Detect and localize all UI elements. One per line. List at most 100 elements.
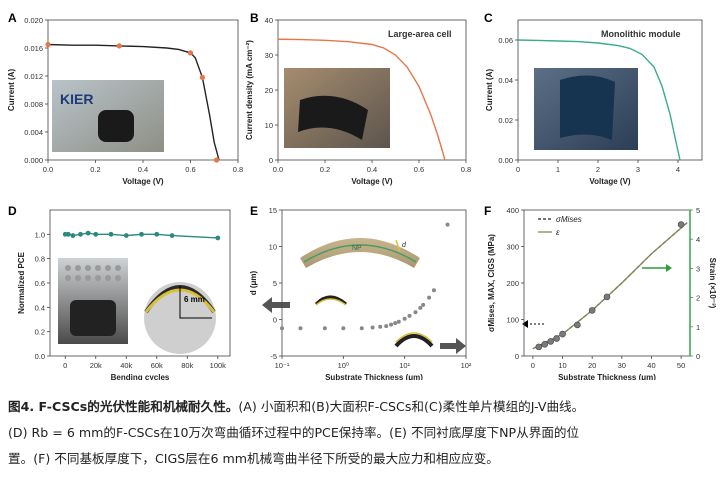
photo-sample-grid bbox=[65, 265, 121, 281]
data-point bbox=[378, 324, 383, 329]
data-point bbox=[535, 343, 543, 351]
data-point bbox=[603, 293, 611, 301]
y-tick-label: 0.8 bbox=[35, 255, 45, 264]
caption-line-1: 图4. F-CSCs的光伏性能和机械耐久性。(A) 小面积和(B)大面积F-CS… bbox=[8, 394, 720, 420]
y-tick-label: 0.004 bbox=[24, 128, 43, 137]
x-tick-label: 1 bbox=[556, 165, 560, 174]
y-tick-label: 0.4 bbox=[35, 303, 45, 312]
inset-thin-arc bbox=[314, 295, 347, 306]
x-tick-label: 20k bbox=[90, 361, 102, 370]
inset-thick-arc bbox=[394, 334, 434, 348]
y-tick-label: 40 bbox=[265, 16, 273, 25]
marker-point bbox=[214, 157, 220, 163]
x-tick-label: 0.6 bbox=[414, 165, 424, 174]
data-point bbox=[65, 231, 71, 237]
y-tick-label: -5 bbox=[270, 352, 277, 361]
x-axis-label: Substrate Thickness (μm) bbox=[558, 373, 656, 380]
y-tick-label: 0.0 bbox=[35, 352, 45, 361]
data-point bbox=[541, 341, 549, 348]
arrow-left-head bbox=[262, 297, 272, 313]
y-tick-label: 5 bbox=[273, 279, 277, 288]
x-tick-label: 0.0 bbox=[273, 165, 283, 174]
x-tick-label: 0 bbox=[531, 361, 535, 370]
data-point bbox=[139, 231, 144, 237]
panel-label-c: C bbox=[484, 11, 493, 25]
x-axis-label: Voltage (V) bbox=[351, 177, 393, 186]
right-y-axis-label: Strain (×10⁻³) bbox=[708, 258, 717, 309]
inset-d-label: d bbox=[402, 242, 407, 249]
y-tick-label: 0.008 bbox=[24, 100, 43, 109]
y-tick-label: 20 bbox=[265, 86, 273, 95]
x-axis-label: Substrate Thickness (μm) bbox=[325, 373, 423, 380]
y-axis-label: Current (A) bbox=[485, 69, 494, 112]
y-axis-label: σMises, MAX, CIGS (MPa) bbox=[487, 234, 496, 332]
y-tick-label: 0.00 bbox=[498, 156, 513, 165]
x-tick-label: 40k bbox=[120, 361, 132, 370]
data-line bbox=[277, 38, 446, 161]
inset-d-arrow bbox=[395, 239, 401, 253]
x-tick-label: 0 bbox=[63, 361, 67, 370]
x-tick-label: 3 bbox=[636, 165, 640, 174]
figure: A KIER 0.0 0.2 0.4 0.6 0.80.0000.0040.0080.0… bbox=[7, 11, 717, 380]
y-tick-label: 300 bbox=[506, 243, 519, 252]
x-tick-label: 40 bbox=[647, 361, 655, 370]
radius-label: 6 mm bbox=[184, 295, 205, 304]
right-y-tick-label: 4 bbox=[696, 235, 700, 244]
data-point bbox=[384, 324, 389, 329]
panel-d-bending-cycles: D 6 mm 0 20k 40k 60k 80k 100k 0.0 0.2 0.4 0.6 0.8 1… bbox=[8, 204, 231, 380]
data-line bbox=[47, 43, 220, 161]
x-tick-label: 4 bbox=[676, 165, 680, 174]
x-tick-label: 50 bbox=[677, 361, 685, 370]
marker-point bbox=[199, 74, 205, 80]
data-point bbox=[93, 231, 99, 237]
y-tick-label: 1.0 bbox=[35, 230, 45, 239]
panel-label-b: B bbox=[250, 11, 259, 25]
data-point bbox=[393, 321, 398, 326]
photo-bending-clamp bbox=[70, 300, 116, 336]
data-point bbox=[396, 319, 401, 324]
y-tick-label: 0 bbox=[515, 352, 519, 361]
y-tick-label: 0.016 bbox=[24, 44, 43, 53]
photo-cell-device bbox=[98, 110, 134, 142]
x-axis-label: Bending cycles bbox=[111, 373, 170, 380]
x-tick-label: 80k bbox=[181, 361, 193, 370]
data-point bbox=[559, 330, 566, 338]
x-tick-label: 60k bbox=[151, 361, 163, 370]
data-line bbox=[517, 39, 681, 161]
data-point bbox=[677, 221, 685, 228]
panel-f-stress-strain: F σMises ε 0 10 20 30 40 50 0 100 200 300 400 0 1 2 3 4… bbox=[484, 204, 717, 380]
data-point bbox=[280, 326, 284, 331]
data-point bbox=[407, 313, 412, 318]
data-point bbox=[418, 305, 423, 310]
x-tick-label: 2 bbox=[596, 165, 600, 174]
y-tick-label: 0 bbox=[269, 156, 273, 165]
y-tick-label: 10 bbox=[269, 243, 277, 252]
y-axis-label: d (μm) bbox=[249, 270, 258, 295]
x-tick-label: 10 bbox=[558, 361, 566, 370]
x-tick-label: 0 bbox=[516, 165, 520, 174]
caption-text-a-c: (A) 小面积和(B)大面积F-CSCs和(C)柔性单片模组的J-V曲线。 bbox=[238, 399, 585, 414]
data-point bbox=[413, 310, 418, 315]
marker-point bbox=[45, 41, 51, 48]
legend-f: σMises ε bbox=[538, 215, 582, 237]
marker-point bbox=[187, 50, 194, 56]
data-point bbox=[298, 326, 303, 331]
y-tick-label: 200 bbox=[506, 279, 519, 288]
panel-a-jv-small-area: A KIER 0.0 0.2 0.4 0.6 0.8 0.000 0.004 0.008 0.0… bbox=[7, 11, 243, 186]
data-point bbox=[588, 307, 596, 314]
right-y-tick-label: 1 bbox=[696, 323, 700, 332]
marker-point bbox=[116, 43, 122, 49]
photo-kier-logo-text: KIER bbox=[60, 91, 93, 107]
x-tick-label: 0.8 bbox=[461, 165, 471, 174]
data-point bbox=[445, 222, 450, 227]
y-axis-label: Current density (mA cm⁻²) bbox=[245, 40, 254, 140]
plot-frame bbox=[281, 209, 467, 357]
panel-b-jv-large-area: B Large-area cell 0.0 0.2 0.4 0.6 0.8 0 10 20 30… bbox=[245, 11, 471, 186]
data-point bbox=[78, 231, 83, 237]
data-point bbox=[341, 326, 346, 331]
x-tick-label: 20 bbox=[588, 361, 596, 370]
x-tick-label: 0.2 bbox=[320, 165, 330, 174]
arrow-right-head bbox=[456, 338, 466, 354]
x-tick-label: 0.8 bbox=[233, 165, 243, 174]
data-point bbox=[553, 335, 560, 342]
